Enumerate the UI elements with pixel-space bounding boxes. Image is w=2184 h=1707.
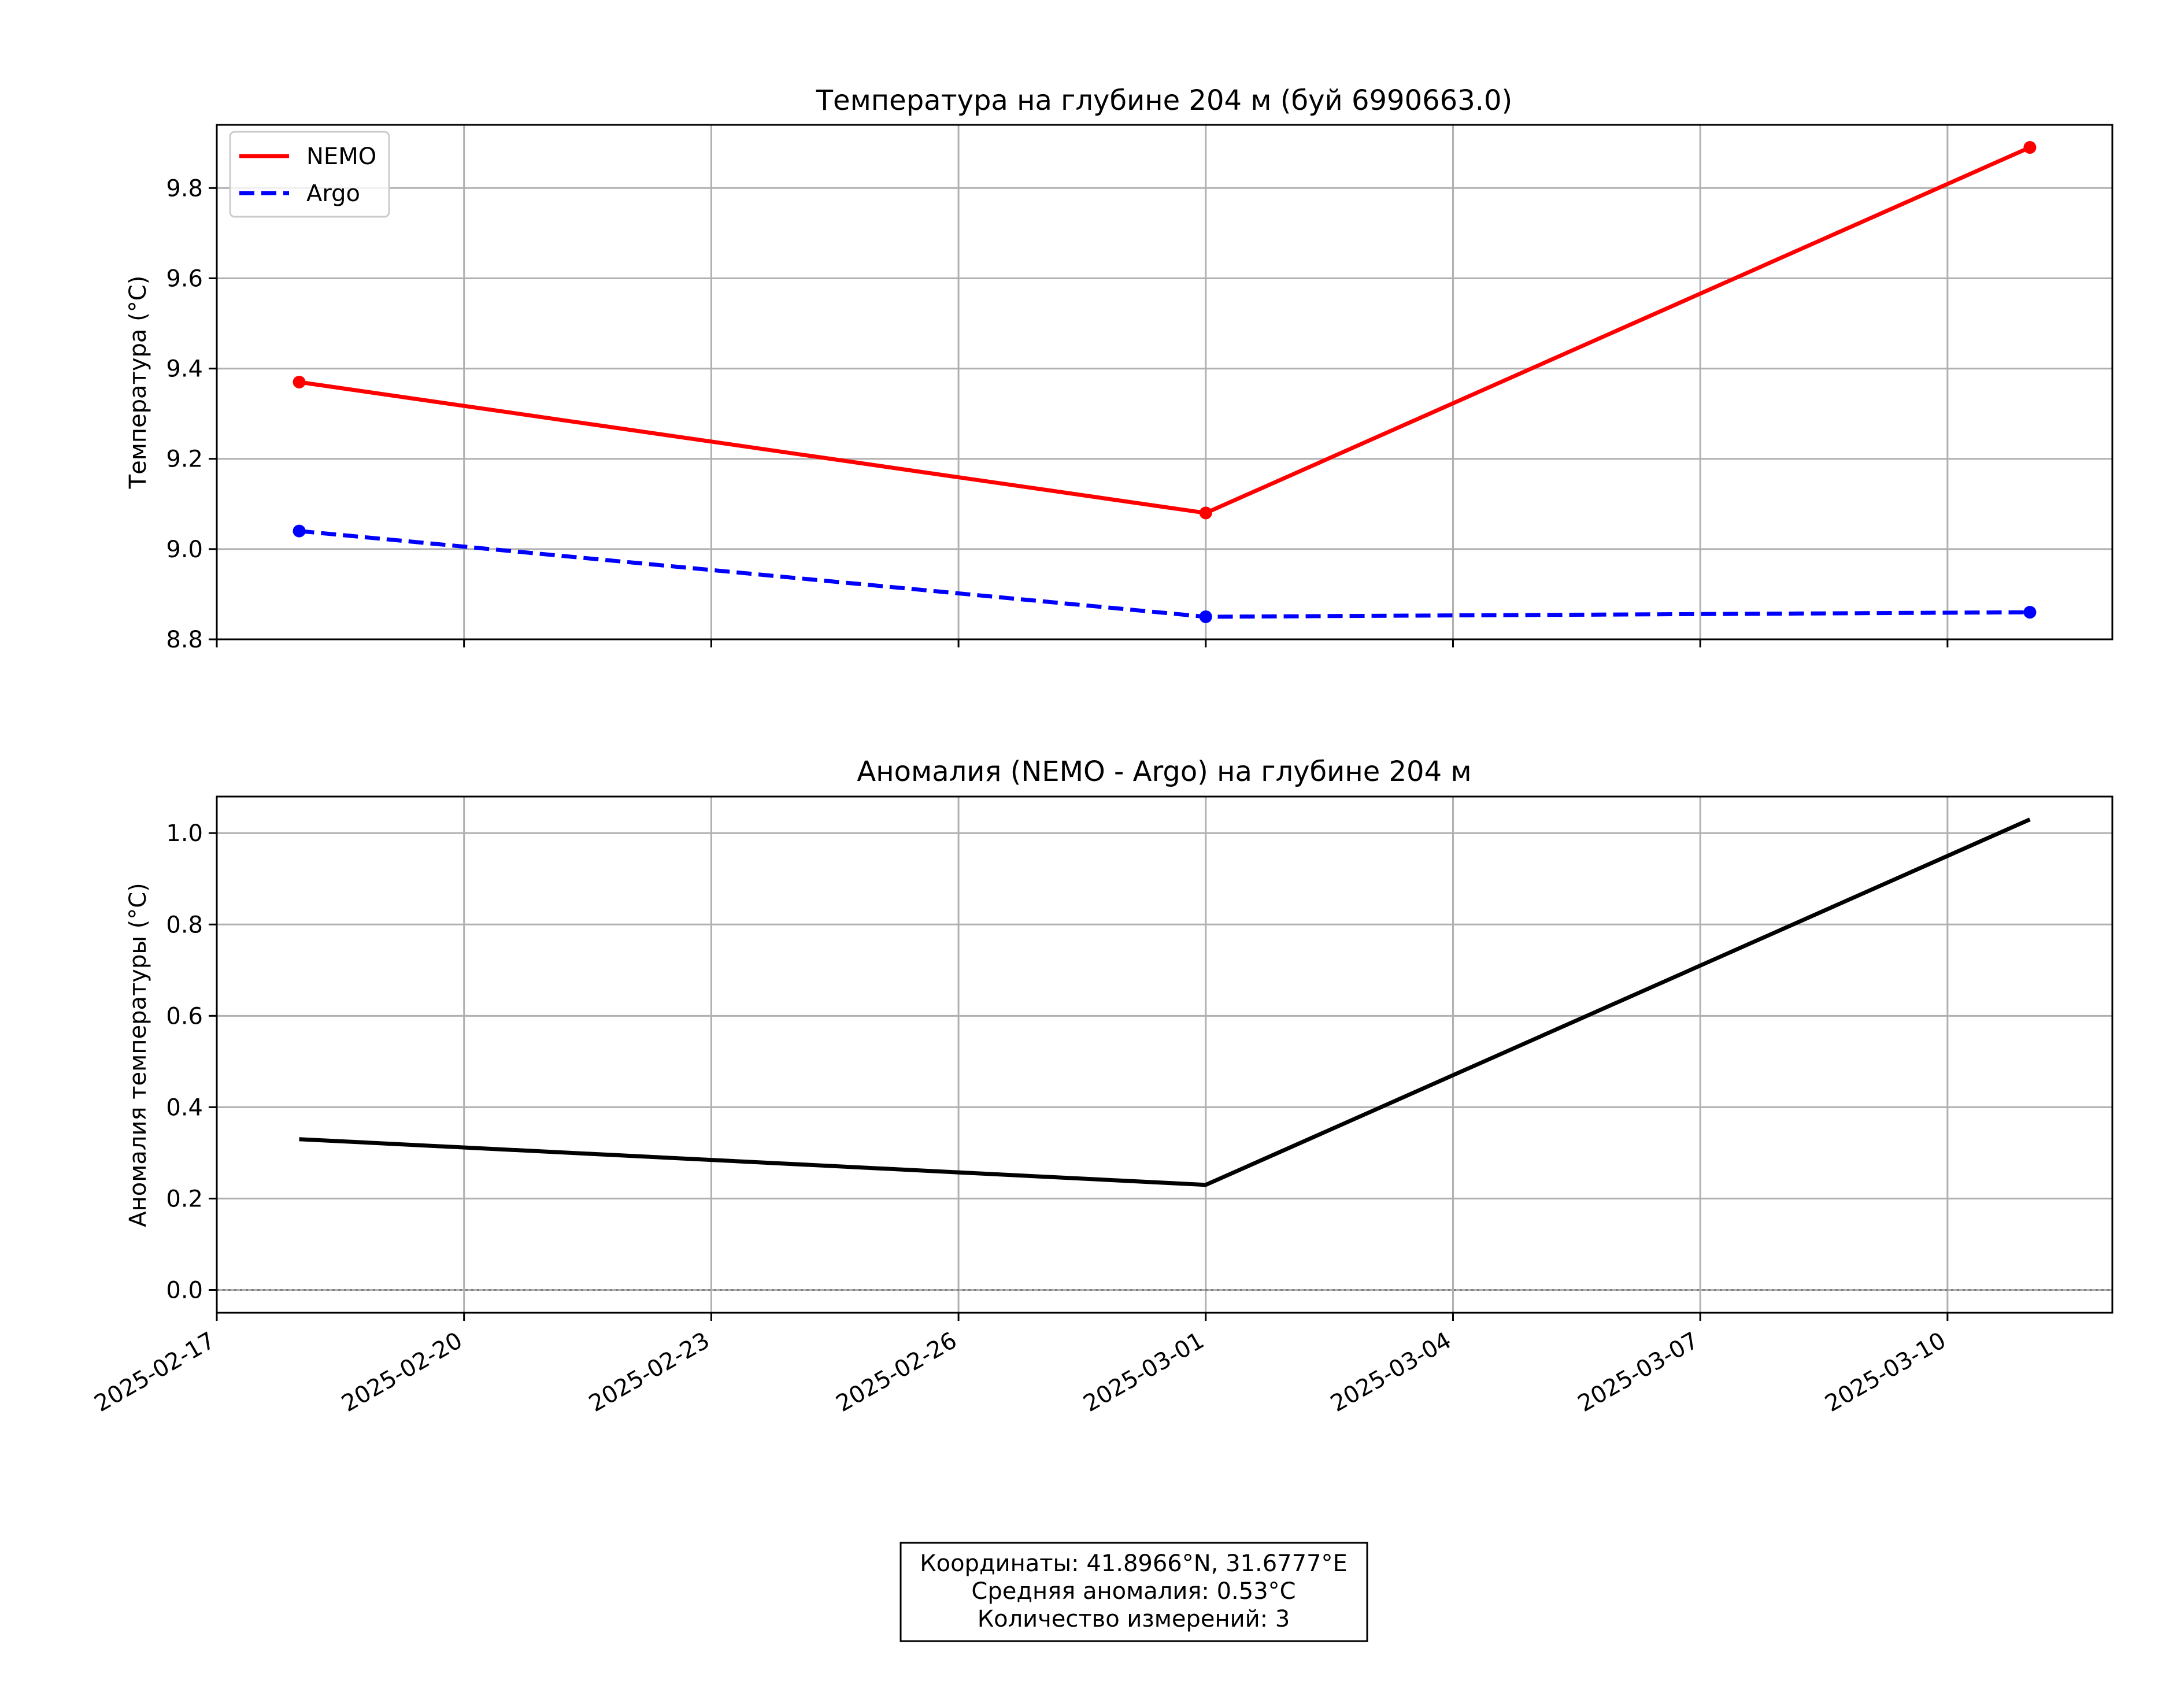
anomaly-line bbox=[299, 817, 2031, 1187]
y-tick-label: 9.4 bbox=[166, 356, 203, 383]
y-tick-label: 9.6 bbox=[166, 265, 203, 292]
info-mean-anomaly: Средняя аномалия: 0.53°C bbox=[971, 1578, 1295, 1605]
y-tick-label: 0.2 bbox=[166, 1186, 203, 1212]
x-tick-label: 2025-02-20 bbox=[337, 1327, 467, 1417]
nemo-point bbox=[2023, 141, 2037, 154]
nemo-point bbox=[293, 376, 306, 388]
info-box: Координаты: 41.8966°N, 31.6777°E Средняя… bbox=[899, 1542, 1368, 1642]
argo-point bbox=[2023, 606, 2037, 619]
y-tick-label: 0.0 bbox=[166, 1277, 203, 1304]
info-box-frame bbox=[899, 1542, 1368, 1642]
anomaly-panel: Аномалия (NEMO - Argo) на глубине 204 м … bbox=[90, 756, 2113, 1417]
x-tick-label: 2025-03-01 bbox=[1079, 1327, 1208, 1417]
temperature-title: Температура на глубине 204 м (буй 699066… bbox=[816, 84, 1513, 117]
y-tick-label: 0.4 bbox=[166, 1094, 203, 1121]
temperature-ticks: 8.8 9.0 9.2 9.4 9.6 9.8 bbox=[166, 175, 1949, 653]
y-tick-label: 1.0 bbox=[166, 820, 203, 847]
y-tick-label: 9.0 bbox=[166, 536, 203, 563]
y-tick-label: 9.2 bbox=[166, 446, 203, 473]
anomaly-ticks: 2025-02-17 2025-02-20 2025-02-23 2025-02-26… bbox=[90, 820, 1950, 1417]
y-tick-label: 0.6 bbox=[166, 1003, 203, 1030]
anomaly-grid bbox=[216, 797, 2112, 1313]
anomaly-ylabel: Аномалия температуры (°C) bbox=[125, 883, 151, 1227]
temperature-panel: Температура на глубине 204 м (буй 699066… bbox=[125, 84, 2113, 653]
argo-point bbox=[1199, 610, 1212, 623]
temperature-series bbox=[293, 141, 2037, 623]
anomaly-title: Аномалия (NEMO - Argo) на глубине 204 м bbox=[857, 756, 1471, 788]
nemo-point bbox=[1199, 506, 1212, 520]
y-tick-label: 8.8 bbox=[166, 627, 203, 653]
info-coordinates: Координаты: 41.8966°N, 31.6777°E bbox=[920, 1550, 1348, 1577]
legend: NEMO Argo bbox=[229, 131, 390, 218]
x-tick-label: 2025-02-17 bbox=[90, 1327, 220, 1417]
argo-point bbox=[293, 524, 306, 538]
legend-argo-label: Argo bbox=[306, 180, 360, 207]
x-tick-label: 2025-03-07 bbox=[1574, 1327, 1703, 1417]
temperature-axes-frame bbox=[216, 124, 2113, 640]
legend-nemo-label: NEMO bbox=[306, 143, 376, 170]
x-tick-label: 2025-02-23 bbox=[584, 1327, 714, 1417]
info-measurement-count: Количество измерений: 3 bbox=[978, 1606, 1290, 1632]
anomaly-axes-frame bbox=[216, 795, 2113, 1314]
y-tick-label: 0.8 bbox=[166, 912, 203, 938]
x-tick-label: 2025-03-04 bbox=[1326, 1327, 1456, 1417]
legend-box bbox=[229, 131, 390, 218]
x-tick-label: 2025-02-26 bbox=[832, 1327, 961, 1417]
x-tick-label: 2025-03-10 bbox=[1821, 1327, 1950, 1417]
temperature-ylabel: Температура (°C) bbox=[125, 276, 151, 490]
argo-line bbox=[299, 529, 2030, 619]
anomaly-series bbox=[299, 817, 2031, 1187]
y-tick-label: 9.8 bbox=[166, 175, 203, 202]
temperature-grid bbox=[216, 125, 2112, 640]
